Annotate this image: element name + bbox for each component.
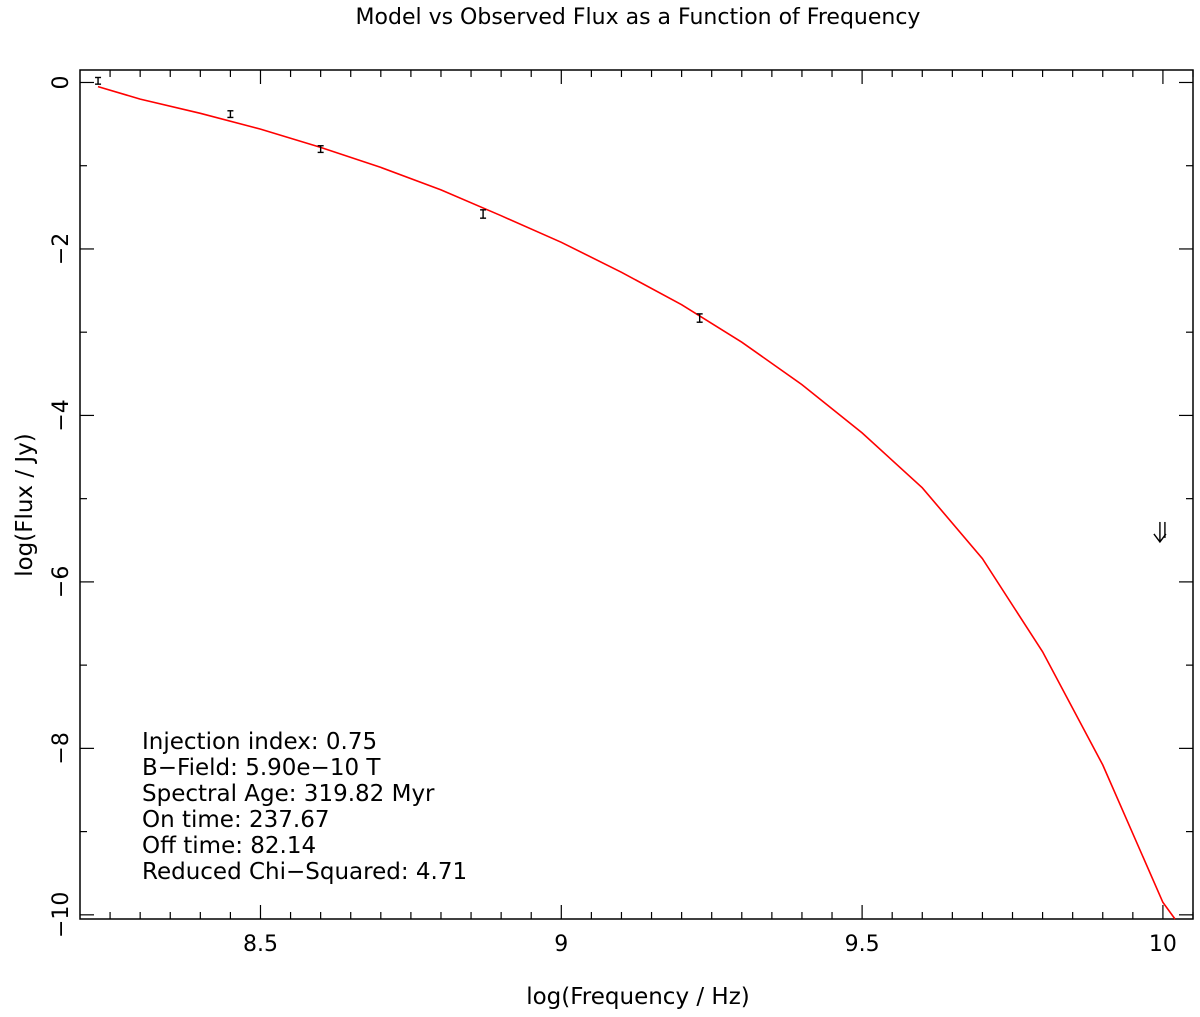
- y-tick-label: 0: [49, 75, 74, 89]
- y-axis: 0 −2 −4 −6 −8 −10: [49, 75, 1193, 938]
- x-axis: 8.5 9 9.5 10: [109, 70, 1194, 957]
- plot-frame: [79, 69, 1194, 920]
- data-point: [480, 209, 487, 219]
- y-tick-label: −10: [49, 892, 74, 938]
- y-tick-label: −8: [49, 732, 74, 764]
- observed-points: [95, 76, 703, 323]
- data-point: [95, 76, 102, 85]
- x-tick-label: 9.5: [845, 932, 880, 957]
- y-axis-label: log(Flux / Jy): [12, 433, 38, 577]
- annotation-line: Spectral Age: 319.82 Myr: [142, 781, 435, 807]
- annotation-line: Reduced Chi−Squared: 4.71: [142, 859, 467, 885]
- annotation-line: Injection index: 0.75: [142, 729, 377, 755]
- annotation-line: Off time: 82.14: [142, 833, 316, 859]
- annotation-line: On time: 237.67: [142, 807, 330, 833]
- x-axis-label: log(Frequency / Hz): [526, 984, 750, 1010]
- fit-parameters-box: Injection index: 0.75B−Field: 5.90e−10 T…: [142, 729, 467, 885]
- x-tick-label: 9: [554, 932, 568, 957]
- upper-limit-arrow: [1153, 521, 1167, 544]
- upper-limit-markers: [1153, 521, 1167, 544]
- y-tick-label: −2: [49, 233, 74, 265]
- x-tick-label: 10: [1149, 932, 1177, 957]
- x-tick-label: 8.5: [243, 932, 278, 957]
- annotation-line: B−Field: 5.90e−10 T: [142, 755, 381, 781]
- chart-title: Model vs Observed Flux as a Function of …: [356, 5, 921, 30]
- y-tick-label: −4: [49, 399, 74, 431]
- y-tick-label: −6: [49, 566, 74, 598]
- data-point: [227, 110, 234, 119]
- data-point: [317, 145, 324, 154]
- arrow-head: [1153, 533, 1167, 544]
- model-curve: [97, 85, 1176, 920]
- data-point: [696, 313, 703, 323]
